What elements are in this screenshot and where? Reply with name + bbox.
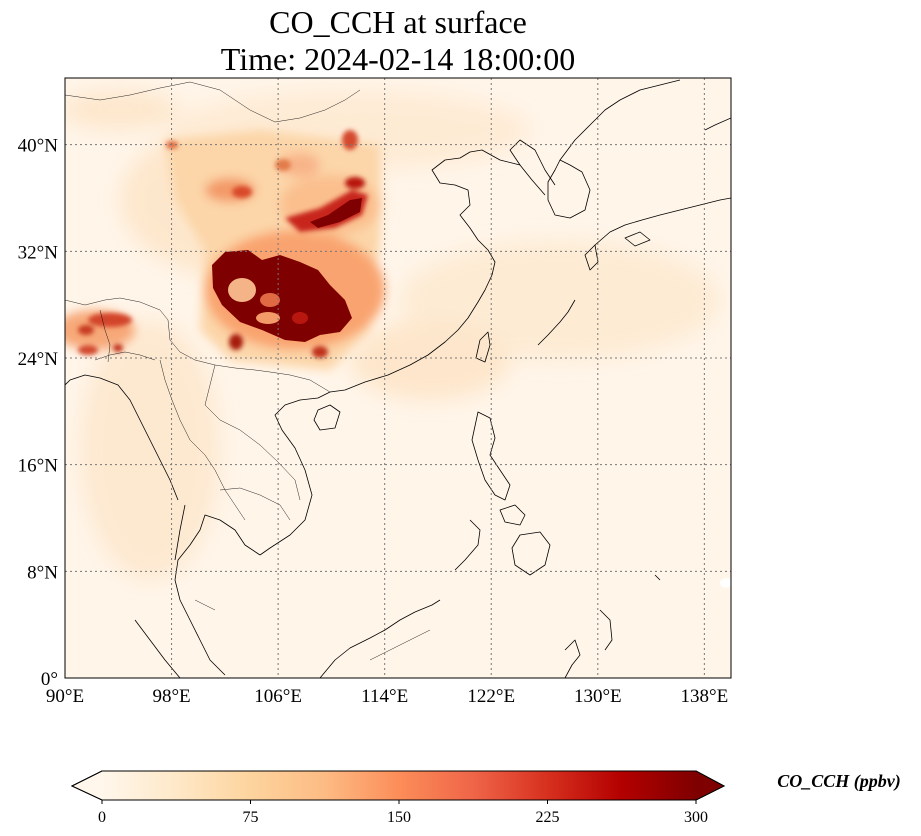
plume-patch	[88, 313, 132, 327]
missing-data-patch	[720, 578, 731, 588]
x-tick-label: 106°E	[254, 686, 302, 707]
plume-patch	[78, 345, 98, 355]
coast-vietnam	[259, 391, 331, 556]
x-axis-ticks: 90°E 98°E 106°E 114°E 122°E 130°E 138°E	[46, 686, 728, 707]
haze-blob	[80, 320, 220, 580]
y-tick-label: 0°	[41, 669, 58, 690]
coast-korea	[547, 159, 591, 219]
border-cambodia	[219, 487, 291, 521]
core-band	[310, 198, 362, 228]
coast-russia	[559, 79, 681, 161]
haze-blob	[65, 90, 180, 130]
core-hole	[256, 312, 280, 324]
colorbar-extend-min	[73, 771, 102, 800]
core-hole	[260, 293, 280, 307]
colorbar-gradient	[102, 771, 696, 800]
y-axis-ticks: 0° 8°N 16°N 24°N 32°N 40°N	[18, 136, 59, 690]
colorbar-ticks: 0 75 150 225 300	[98, 800, 708, 826]
colorbar-extend-max	[696, 771, 723, 800]
map-frame	[64, 77, 732, 679]
plume-patch	[78, 325, 94, 335]
x-tick-label: 130°E	[574, 686, 622, 707]
coast-taiwan	[475, 331, 491, 363]
coast-ryukyu	[537, 299, 576, 346]
colorbar-tick-label: 225	[536, 809, 560, 826]
coast-japan	[594, 197, 731, 246]
coast-liaodong	[509, 139, 556, 186]
plume-patch	[342, 130, 358, 150]
coast-malay-west	[174, 504, 186, 561]
plume-patch	[312, 346, 328, 358]
y-tick-label: 16°N	[18, 456, 59, 477]
coast-gulf-thailand	[174, 514, 261, 676]
coast-mindanao	[511, 531, 551, 576]
colorbar-tick-label: 150	[387, 809, 411, 826]
border-thailand	[159, 359, 246, 521]
plume-core	[212, 198, 362, 342]
coast-japan-south	[584, 244, 599, 271]
gridlines	[65, 78, 731, 678]
plume-medium	[78, 130, 368, 358]
coast-luzon	[471, 411, 511, 501]
coast-hokkaido	[704, 117, 731, 131]
plume-patch	[229, 334, 243, 350]
core-hole	[228, 278, 256, 302]
haze-blob	[350, 320, 510, 400]
colorbar-tick-label: 300	[684, 809, 708, 826]
border-malaysia	[194, 599, 216, 611]
border-mongolia	[65, 81, 361, 123]
map-subtitle-time: Time: 2024-02-14 18:00:00	[220, 41, 576, 77]
coast-sumatra	[134, 619, 181, 678]
colorbar-title: CO_CCH (ppbv)	[777, 771, 901, 792]
border-himalaya	[65, 297, 331, 393]
core-region	[212, 250, 352, 342]
colorbar: 0 75 150 225 300 CO_CCH (ppbv)	[70, 770, 901, 826]
coast-halmahera	[599, 609, 613, 651]
co-concentration-field	[65, 90, 731, 588]
plume-patch	[285, 190, 368, 232]
x-tick-label: 122°E	[467, 686, 515, 707]
coast-hainan	[313, 404, 341, 431]
border-laos	[204, 364, 301, 501]
y-tick-label: 40°N	[18, 136, 59, 157]
y-tick-label: 32°N	[18, 242, 59, 263]
plume-patch	[113, 344, 123, 352]
coast-china	[329, 149, 546, 393]
border-india-myanmar	[99, 309, 111, 363]
x-tick-label: 98°E	[152, 686, 190, 707]
border-borneo	[369, 629, 431, 661]
map-title: CO_CCH at surface	[269, 4, 527, 40]
country-borders	[65, 81, 431, 661]
map-panel	[65, 78, 731, 678]
x-tick-label: 90°E	[46, 686, 84, 707]
border-myanmar	[94, 351, 156, 361]
coast-andaman	[65, 374, 179, 501]
coast-visayas	[499, 504, 526, 526]
plume-area	[280, 153, 320, 177]
y-tick-label: 24°N	[18, 349, 59, 370]
colorbar-tick-label: 0	[98, 809, 106, 826]
y-tick-label: 8°N	[27, 562, 58, 583]
plume-patch	[345, 177, 365, 189]
x-tick-label: 114°E	[361, 686, 408, 707]
coastlines	[65, 79, 731, 678]
x-tick-label: 138°E	[681, 686, 729, 707]
plume-patch	[232, 186, 252, 198]
coast-sulawesi	[564, 639, 581, 678]
coast-palawan	[454, 519, 481, 571]
core-hole	[292, 312, 308, 324]
coast-palau	[654, 574, 661, 581]
coast-shikoku	[624, 231, 651, 247]
colorbar-tick-label: 75	[243, 809, 259, 826]
plume-patch	[275, 159, 291, 171]
